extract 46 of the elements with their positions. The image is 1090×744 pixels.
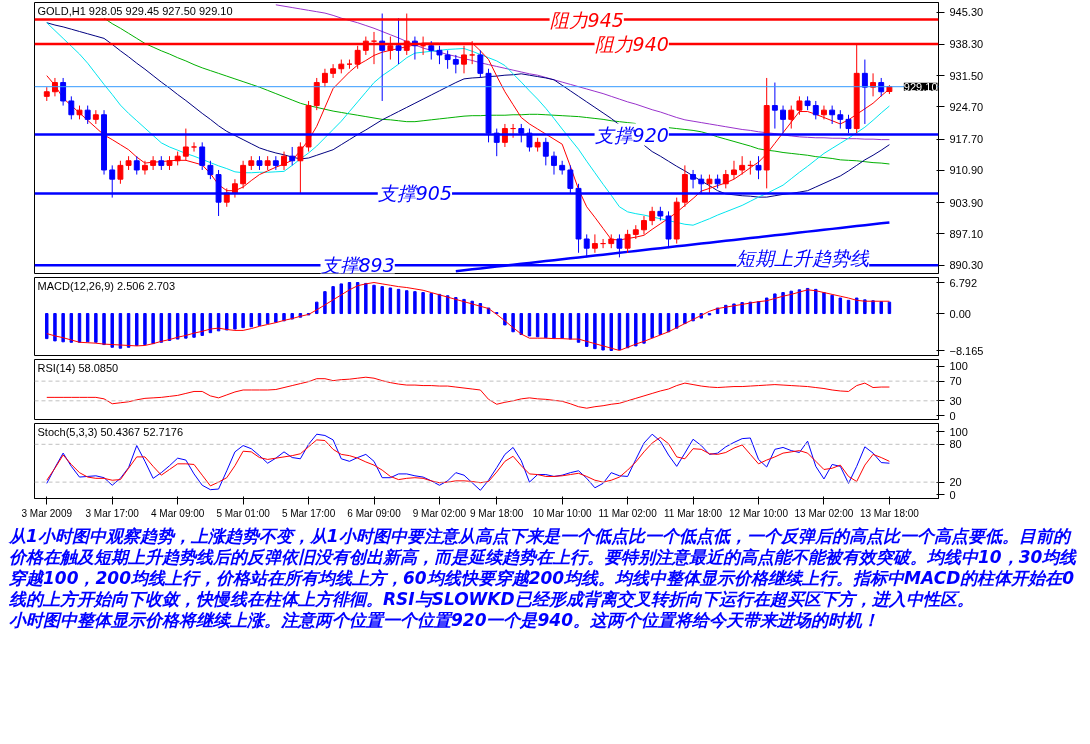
text: 小时图中整体显示价格将继续上涨。注意两个位置一个位置920一个是940。这两个位置将给今天带来进场的时机！: [9, 610, 880, 631]
x-tick-label: 4 Mar 09:00: [150, 507, 205, 519]
y-tick-label: 0: [949, 409, 956, 422]
x-tick-label: 6 Mar 09:00: [347, 507, 402, 519]
y-tick-label: 945.30: [949, 6, 984, 19]
y-tick-label: 80: [949, 438, 962, 451]
y-tick-label: 903.90: [949, 196, 984, 209]
x-tick-label: 5 Mar 01:00: [216, 507, 271, 519]
y-tick-label: 924.70: [949, 100, 984, 113]
y-tick-label: 931.50: [949, 69, 984, 82]
y-tick-label: 910.90: [949, 164, 984, 177]
ref-line-label: 支撑905: [377, 182, 453, 205]
ref-line-label: 阻力945: [549, 8, 624, 31]
chart-title: RSI(14) 58.0850: [37, 361, 119, 374]
y-tick-label: 890.30: [949, 259, 984, 272]
y-tick-label: 20: [949, 476, 962, 489]
x-tick-label: 11 Mar 18:00: [663, 507, 723, 519]
x-tick-label: 11 Mar 02:00: [598, 507, 658, 519]
ref-line-label: 支撑920: [594, 123, 669, 146]
x-tick-label: 5 Mar 17:00: [281, 507, 336, 519]
text: 从1小时图中观察趋势，上涨趋势不变，从1小时图中要注意从高点下来是一个低点比一个低点低，一个反弹后的高点比一个高点要低。目前的价格在触及短期上升趋势线后的反弹依旧没有创出新高，而是延续趋势在上行。要特别注意最近的高点能不能被有效突破。均线中10，30均线穿越100，200均线上行，价格站在所有均线上方，60均线快要穿越200均线。均线中整体显示价格继续上行。指标中MACD的柱体开始在0线的上方开始向下收敛，快慢线在柱体上方徘徊。RSI与SLOWKD已经形成背离交叉转折向下运行在超买区下方，进入中性区。: [9, 526, 1078, 610]
x-tick-label: 9 Mar 18:00: [470, 507, 524, 519]
y-tick-label: −8.165: [949, 344, 984, 357]
y-tick-label: 938.30: [949, 38, 984, 51]
y-tick-label: 897.10: [949, 227, 984, 240]
x-tick-label: 12 Mar 10:00: [729, 507, 789, 519]
y-tick-label: 917.70: [949, 133, 984, 146]
x-tick-label: 13 Mar 18:00: [859, 507, 920, 519]
chart-title: GOLD,H1 928.05 929.45 927.50 929.10: [37, 4, 233, 17]
y-tick-label: 100: [949, 425, 968, 438]
x-tick-label: 10 Mar 10:00: [532, 507, 593, 519]
y-tick-label: 30: [949, 394, 962, 407]
x-tick-label: 3 Mar 17:00: [85, 507, 140, 519]
series-label: 短期上升趋势线: [736, 247, 871, 270]
y-tick-label: 6.792: [949, 276, 978, 289]
x-tick-label: 13 Mar 02:00: [794, 507, 854, 519]
chart-title: MACD(12,26,9) 2.506 2.703: [37, 279, 176, 292]
y-tick-label: 0: [949, 488, 956, 501]
y-tick-label: 70: [949, 375, 962, 388]
x-tick-label: 3 Mar 2009: [21, 507, 73, 519]
chart-title: Stoch(5,3,3) 50.4367 52.7176: [37, 425, 184, 438]
ref-line-label: 929.10: [903, 80, 938, 93]
x-tick-label: 9 Mar 02:00: [412, 507, 467, 519]
y-tick-label: 100: [949, 360, 968, 373]
y-tick-label: 0.00: [949, 307, 971, 320]
ref-line-label: 阻力940: [594, 32, 669, 55]
